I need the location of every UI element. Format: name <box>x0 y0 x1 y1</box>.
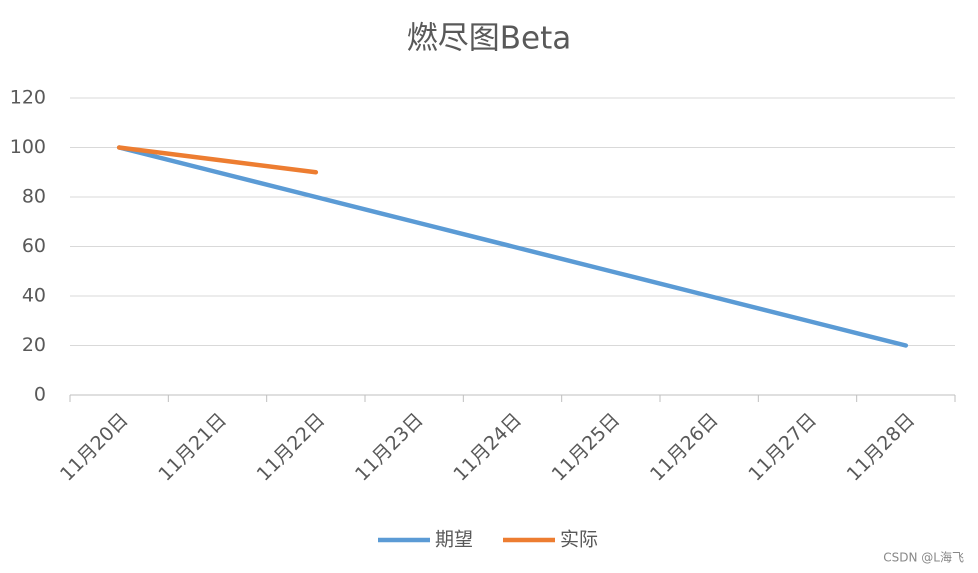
x-tick-label: 11月20日 <box>56 409 133 486</box>
x-tick-label: 11月25日 <box>548 409 625 486</box>
y-tick-label: 40 <box>22 285 46 307</box>
x-tick-label: 11月21日 <box>154 409 231 486</box>
watermark: CSDN @L海飞 <box>883 550 964 565</box>
y-tick-label: 100 <box>10 136 46 158</box>
x-tick-label: 11月23日 <box>351 409 428 486</box>
y-tick-label: 80 <box>22 186 46 208</box>
x-tick-label: 11月28日 <box>843 409 920 486</box>
legend-label: 期望 <box>435 529 473 551</box>
x-tick-label: 11月27日 <box>744 409 821 486</box>
x-tick-label: 11月22日 <box>253 409 330 486</box>
y-tick-label: 0 <box>34 384 46 406</box>
y-tick-label: 60 <box>22 235 46 257</box>
series-line <box>116 145 319 175</box>
x-tick-label: 11月26日 <box>646 409 723 486</box>
y-tick-label: 20 <box>22 334 46 356</box>
x-tick-label: 11月24日 <box>449 409 526 486</box>
chart-title: 燃尽图Beta <box>407 21 572 57</box>
y-tick-label: 120 <box>10 87 46 109</box>
legend-label: 实际 <box>560 529 598 551</box>
series-line <box>116 145 909 348</box>
